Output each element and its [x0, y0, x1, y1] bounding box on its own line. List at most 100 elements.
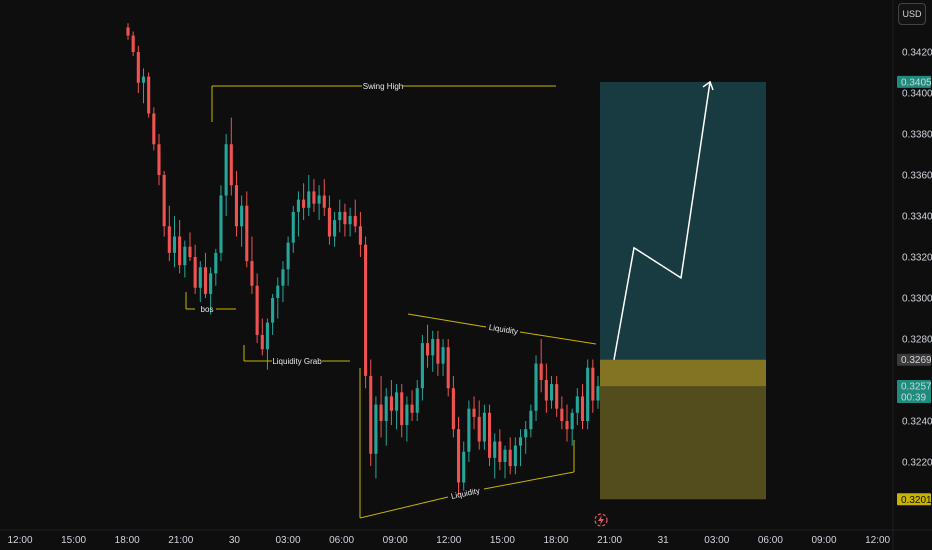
candle-body — [410, 404, 414, 413]
price-label-text: 0.32573 — [901, 382, 932, 393]
x-tick-label: 03:00 — [704, 535, 729, 546]
candle-body — [183, 246, 187, 266]
candle-body — [400, 392, 404, 426]
candle-body — [457, 429, 461, 483]
price-label-box — [897, 380, 931, 392]
swing-high-label: Swing High — [363, 82, 403, 91]
candle-body — [147, 76, 151, 114]
entry-band — [600, 359, 766, 387]
candle-body — [157, 144, 161, 175]
candle-body — [374, 404, 378, 454]
candle-body — [508, 449, 512, 467]
candle-body — [265, 322, 269, 350]
price-label-text: 0.32018 — [901, 495, 932, 506]
candle-body — [353, 216, 357, 227]
candle-body — [405, 404, 409, 426]
candle-body — [477, 416, 481, 442]
candle-body — [560, 408, 564, 421]
replay-icon[interactable] — [594, 513, 608, 527]
liquidity-top-line-right — [519, 331, 597, 345]
candle-body — [441, 347, 445, 364]
candle-body — [260, 334, 264, 350]
x-tick-label: 18:00 — [543, 535, 568, 546]
candle-body — [369, 375, 373, 454]
candle-body — [136, 52, 140, 83]
x-tick-label: 06:00 — [329, 535, 354, 546]
candle-body — [482, 412, 486, 442]
price-label-text: 00:39 — [901, 393, 926, 404]
candle-body — [162, 175, 166, 227]
candle-body — [333, 220, 337, 237]
candle-body — [152, 113, 156, 145]
candle-body — [219, 195, 223, 253]
x-tick-label: 12:00 — [865, 535, 890, 546]
liquidity-bottom-line-left — [359, 496, 449, 519]
x-tick-label: 21:00 — [597, 535, 622, 546]
candle-body — [544, 380, 548, 401]
candle-body — [250, 261, 254, 286]
x-tick-label: 21:00 — [168, 535, 193, 546]
price-label-text: 0.32699 — [901, 355, 932, 366]
candle-body — [224, 144, 228, 196]
candle-body — [529, 410, 533, 430]
candle-body — [229, 144, 233, 186]
candle-body — [591, 367, 595, 401]
candle-body — [436, 339, 440, 364]
candle-body — [240, 205, 244, 227]
candle-body — [498, 441, 502, 462]
candle-body — [245, 205, 249, 262]
candle-body — [524, 429, 528, 438]
candle-body — [534, 363, 538, 411]
price-label-box — [897, 353, 931, 366]
candle-body — [276, 285, 280, 298]
candle-body — [570, 412, 574, 430]
candle-body — [493, 441, 497, 458]
candle-body — [327, 207, 331, 237]
candle-body — [580, 396, 585, 421]
candle-body — [188, 246, 192, 257]
liquidity-top-line-left — [407, 313, 487, 328]
candle-body — [555, 384, 559, 409]
candle-body — [255, 285, 259, 335]
x-tick-label: 06:00 — [758, 535, 783, 546]
candle-body — [472, 408, 476, 417]
candle-body — [565, 421, 569, 430]
target-zone — [600, 81, 766, 360]
currency-button[interactable]: USD — [898, 3, 926, 25]
candle-body — [126, 27, 130, 36]
x-tick-label: 09:00 — [811, 535, 836, 546]
candle-body — [358, 226, 362, 245]
candle-body — [214, 252, 218, 274]
candle-body — [338, 211, 342, 221]
x-tick-label: 18:00 — [115, 535, 140, 546]
bolt-icon — [598, 515, 604, 525]
candle-body — [131, 35, 135, 52]
candle-body — [462, 451, 466, 483]
candle-body — [307, 191, 311, 208]
x-tick-label: 31 — [658, 535, 670, 546]
x-tick-label: 03:00 — [275, 535, 300, 546]
candle-body — [575, 396, 579, 413]
candle-body — [586, 367, 590, 421]
candle-body — [203, 267, 208, 294]
candle-body — [234, 185, 239, 227]
candle-body — [503, 449, 507, 462]
candle-body — [513, 445, 517, 467]
price-label-box — [897, 75, 931, 88]
candle-body — [178, 236, 182, 266]
candle-body — [322, 195, 326, 208]
candle-body — [198, 267, 202, 288]
candle-body — [415, 388, 419, 413]
projection-path — [613, 81, 711, 360]
x-tick-label: 15:00 — [490, 535, 515, 546]
